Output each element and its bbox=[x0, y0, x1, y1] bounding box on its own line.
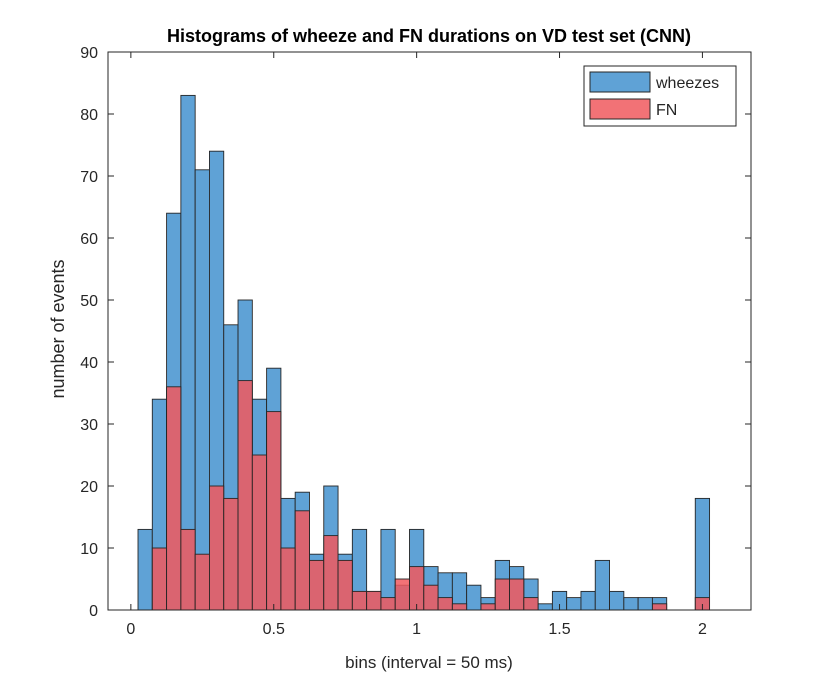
fn-bar-24 bbox=[480, 603, 496, 611]
fn-bar-25 bbox=[494, 578, 510, 611]
fn-bar-7 bbox=[237, 380, 253, 611]
legend-swatch-fn bbox=[589, 98, 651, 120]
x-tick-label: 2 bbox=[698, 621, 707, 638]
fn-bar-27 bbox=[523, 597, 539, 611]
x-tick-label: 1 bbox=[412, 621, 421, 638]
fn-bar-11 bbox=[294, 510, 310, 611]
legend-label-fn: FN bbox=[656, 102, 677, 119]
wheezes-bar-31 bbox=[580, 590, 596, 611]
chart-title: Histograms of wheeze and FN durations on… bbox=[167, 26, 691, 46]
fn-bar-1 bbox=[151, 547, 168, 611]
y-axis-label: number of events bbox=[48, 259, 68, 398]
wheezes-bar-4 bbox=[194, 169, 210, 611]
fn-bar-12 bbox=[309, 559, 325, 611]
fn-bar-3 bbox=[180, 528, 196, 611]
fn-bar-15 bbox=[351, 590, 368, 611]
legend[interactable]: wheezes FN bbox=[583, 65, 737, 127]
fn-bar-22 bbox=[451, 603, 468, 611]
wheezes-bar-23 bbox=[466, 584, 482, 611]
fn-bar-10 bbox=[280, 547, 296, 611]
wheezes-bar-28 bbox=[537, 603, 553, 611]
fn-bars bbox=[151, 380, 711, 611]
x-tick-label: 0.5 bbox=[263, 621, 285, 638]
fn-bar-13 bbox=[323, 535, 339, 611]
fn-bar-26 bbox=[509, 578, 525, 611]
fn-bar-36 bbox=[651, 603, 668, 611]
wheezes-bar-33 bbox=[609, 590, 625, 611]
fn-bar-8 bbox=[251, 454, 268, 611]
fn-bar-16 bbox=[366, 590, 382, 611]
fn-bar-4 bbox=[194, 553, 210, 611]
plot-frame bbox=[107, 51, 752, 611]
x-axis-label: bins (interval = 50 ms) bbox=[345, 653, 513, 672]
y-tick-label: 70 bbox=[80, 169, 98, 186]
wheezes-bar-32 bbox=[594, 559, 610, 611]
wheezes-bar-39 bbox=[694, 497, 711, 611]
x-axis: 0 0.5 1 1.5 2 bbox=[126, 52, 707, 638]
fn-bar-19 bbox=[409, 566, 425, 611]
fn-bar-5 bbox=[208, 485, 225, 611]
y-tick-label: 0 bbox=[89, 603, 98, 620]
x-tick-label: 0 bbox=[126, 621, 135, 638]
fn-bar-18 bbox=[394, 578, 410, 611]
y-axis: 0 10 20 30 40 50 60 70 80 90 bbox=[80, 45, 751, 620]
y-tick-label: 30 bbox=[80, 417, 98, 434]
legend-swatch-wheezes bbox=[589, 71, 651, 93]
wheezes-bar-30 bbox=[566, 597, 582, 611]
y-tick-label: 90 bbox=[80, 45, 98, 62]
y-tick-label: 50 bbox=[80, 293, 98, 310]
fn-bar-21 bbox=[437, 597, 453, 611]
fn-bar-6 bbox=[223, 497, 239, 611]
wheezes-bar-34 bbox=[623, 597, 639, 611]
fn-bar-9 bbox=[266, 411, 282, 611]
legend-label-wheezes: wheezes bbox=[655, 75, 719, 92]
y-tick-label: 40 bbox=[80, 355, 98, 372]
fn-bar-17 bbox=[380, 597, 396, 611]
wheezes-bar-35 bbox=[637, 597, 653, 611]
fn-bar-20 bbox=[423, 584, 439, 611]
wheezes-bar-0 bbox=[137, 528, 153, 611]
y-tick-label: 80 bbox=[80, 107, 98, 124]
x-tick-label: 1.5 bbox=[548, 621, 570, 638]
y-tick-label: 20 bbox=[80, 479, 98, 496]
fn-bar-14 bbox=[337, 559, 353, 611]
y-tick-label: 10 bbox=[80, 541, 98, 558]
y-tick-label: 60 bbox=[80, 231, 98, 248]
fn-bar-2 bbox=[166, 386, 182, 611]
